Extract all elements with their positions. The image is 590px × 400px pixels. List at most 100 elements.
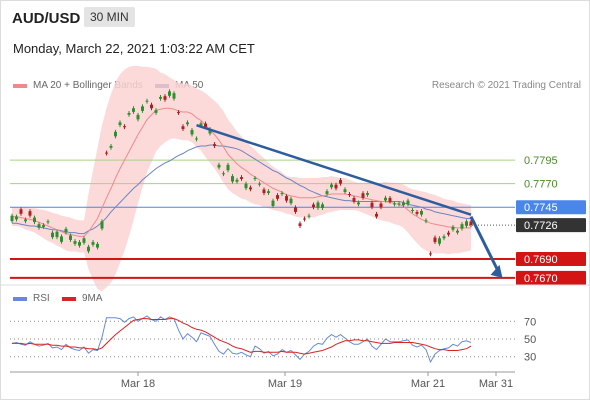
candle	[24, 217, 27, 224]
candle	[280, 191, 284, 196]
candle	[15, 214, 18, 222]
candle	[451, 224, 455, 232]
candle	[244, 181, 248, 191]
candle	[294, 205, 297, 214]
candle	[267, 189, 270, 195]
candle-body	[87, 246, 90, 252]
candle	[442, 234, 446, 241]
candle-body	[312, 204, 315, 208]
candle	[51, 230, 54, 240]
candle-body	[289, 198, 293, 204]
candle	[168, 89, 171, 98]
ma20-swatch	[13, 83, 27, 88]
legend-rsi-ma-label: 9MA	[82, 293, 103, 304]
candle	[411, 208, 414, 213]
candle	[186, 120, 189, 127]
candle-body	[141, 106, 144, 111]
candle	[217, 162, 221, 170]
candle-body	[402, 202, 405, 206]
level-label-4: 0.7690	[524, 254, 558, 266]
candle	[172, 91, 176, 101]
resistance-trendline	[196, 124, 472, 216]
candle-body	[159, 96, 162, 99]
candle-body	[163, 96, 167, 100]
candle-body	[298, 223, 302, 227]
candle-body	[271, 200, 275, 207]
candle	[303, 216, 306, 222]
candle	[141, 104, 144, 113]
candle	[105, 150, 108, 156]
candle-body	[73, 241, 77, 244]
legend-ma20: MA 20 + Bollinger Bands	[13, 80, 143, 91]
candle-body	[145, 100, 149, 102]
rsi-level-label-50: 50	[524, 334, 536, 346]
candle	[361, 191, 365, 200]
candle	[420, 208, 423, 217]
candle	[469, 219, 473, 228]
legend-ma20-label: MA 20 + Bollinger Bands	[33, 80, 143, 91]
candle-body	[123, 126, 126, 128]
candle	[276, 193, 279, 201]
candle-body	[343, 189, 347, 192]
timeframe-badge[interactable]: 30 MIN	[84, 7, 135, 27]
candle	[118, 120, 122, 128]
candle-body	[433, 237, 437, 243]
candle	[100, 219, 104, 231]
candle-body	[267, 191, 270, 193]
candle-body	[451, 226, 455, 230]
candle	[46, 219, 50, 225]
candle-body	[438, 238, 441, 244]
forecast-arrow-head	[490, 264, 503, 278]
candle-body	[114, 131, 117, 137]
candle-body	[352, 197, 356, 202]
candle-body	[60, 236, 63, 242]
forecast-arrow-shaft	[469, 215, 500, 273]
candle	[456, 228, 459, 235]
candle	[343, 187, 347, 194]
candle	[226, 162, 230, 173]
candle	[181, 124, 185, 131]
candle	[370, 200, 374, 210]
level-label-1: 0.7770	[524, 179, 558, 191]
candle-body	[33, 217, 36, 223]
candle	[69, 233, 72, 242]
candle-body	[348, 194, 351, 196]
candle	[78, 240, 81, 248]
candle-body	[357, 202, 360, 205]
candle-body	[55, 231, 59, 238]
candle	[352, 195, 356, 204]
candle-body	[64, 228, 68, 233]
candle	[393, 201, 396, 207]
level-tag-4	[516, 252, 586, 267]
candle	[55, 229, 59, 240]
legend-rsi: RSI	[13, 293, 50, 304]
candle	[334, 182, 338, 191]
candle-body	[150, 104, 153, 109]
candle	[10, 213, 14, 224]
candle-body	[105, 152, 108, 154]
candle-body	[321, 204, 324, 208]
candle-body	[361, 193, 365, 198]
instrument-title: AUD/USD	[12, 10, 81, 27]
candle-body	[127, 112, 131, 115]
candle	[384, 195, 387, 203]
candle-body	[195, 138, 198, 140]
candle-body	[46, 221, 50, 223]
candle-body	[465, 221, 468, 226]
candle-body	[186, 122, 189, 125]
candle-body	[213, 144, 216, 146]
candle-body	[42, 225, 45, 227]
rsi-level-label-70: 70	[524, 316, 536, 328]
candle-body	[388, 197, 392, 202]
candle	[109, 143, 113, 150]
research-credit: Research © 2021 Trading Central	[431, 80, 581, 91]
candle-body	[91, 242, 95, 245]
rsi-line	[11, 315, 472, 364]
candle-body	[217, 164, 221, 168]
x-tick-label: Mar 19	[268, 378, 302, 390]
candle	[375, 211, 378, 219]
candle	[258, 181, 261, 187]
candle	[433, 235, 437, 245]
candle	[213, 142, 216, 148]
